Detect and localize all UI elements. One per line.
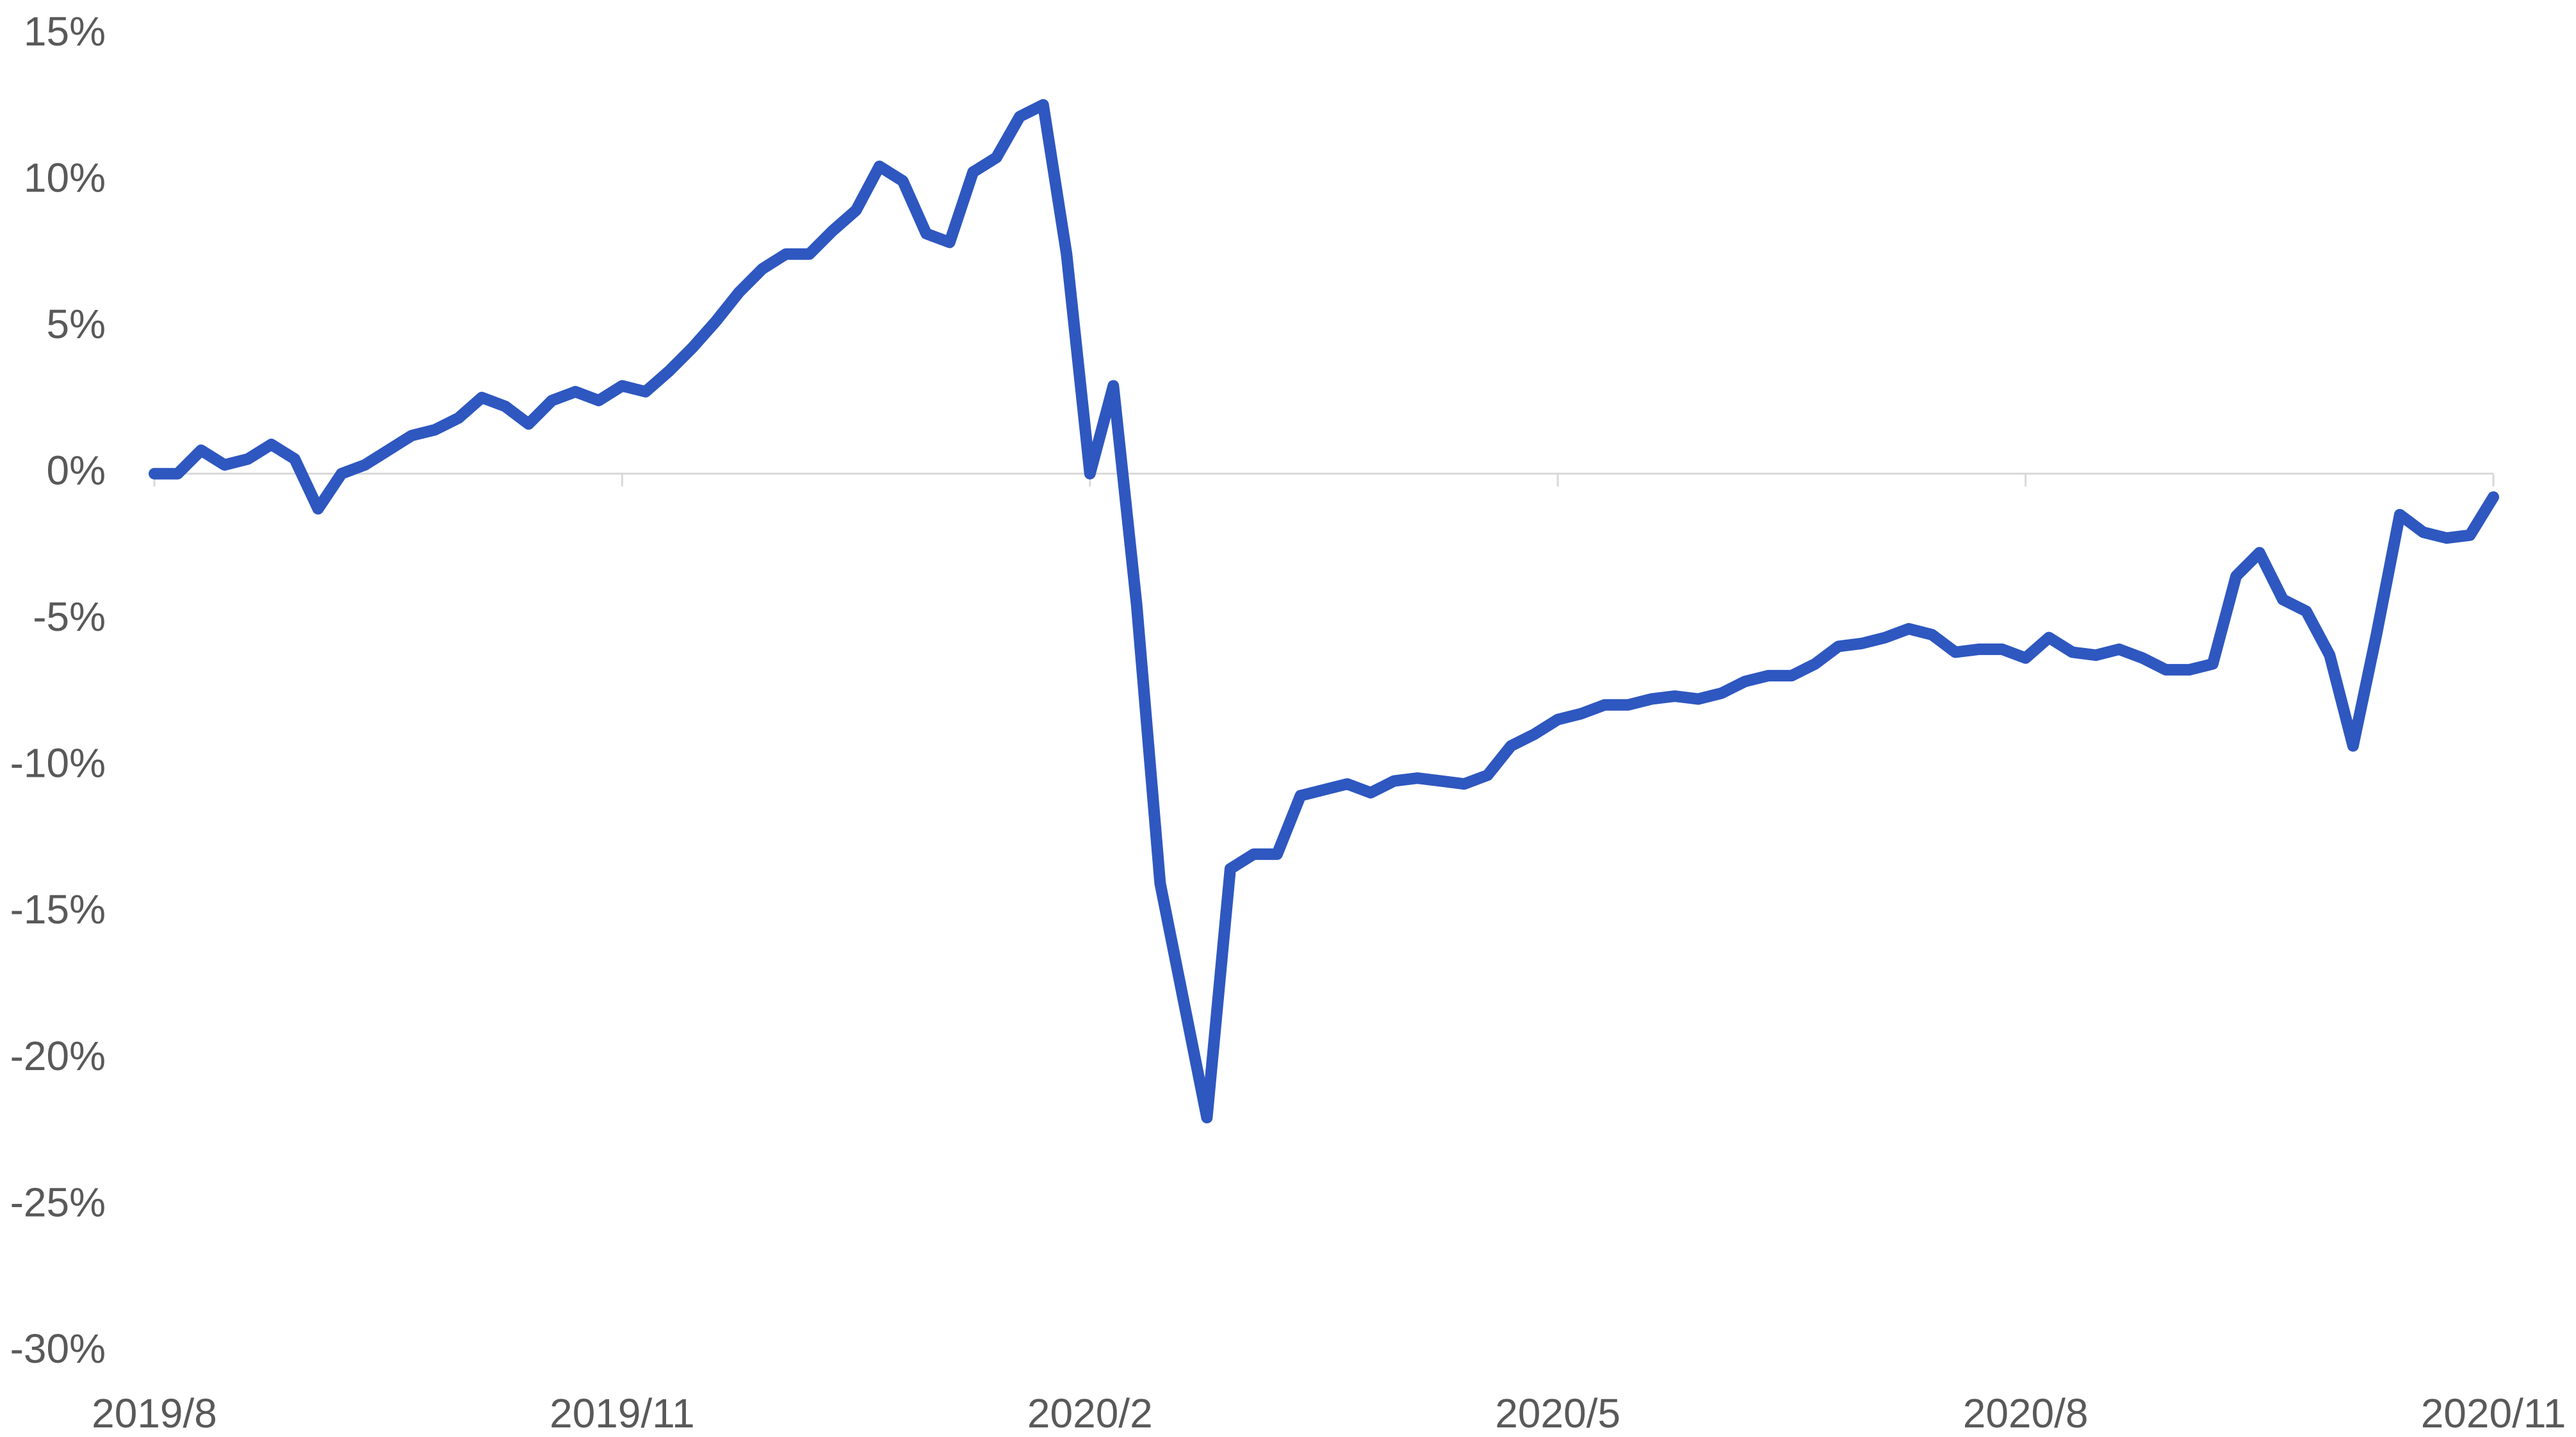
x-tick-label: 2020/5 bbox=[1495, 1390, 1620, 1436]
x-tick-label: 2020/2 bbox=[1027, 1390, 1153, 1436]
y-tick-label: -25% bbox=[10, 1179, 106, 1225]
x-tick-label: 2020/11 bbox=[2421, 1390, 2566, 1436]
x-tick-label: 2019/11 bbox=[550, 1390, 695, 1436]
y-tick-label: 15% bbox=[24, 8, 106, 54]
y-tick-label: 0% bbox=[47, 448, 106, 494]
x-tick-label: 2019/8 bbox=[92, 1390, 217, 1436]
y-tick-label: -5% bbox=[33, 594, 106, 640]
y-tick-label: 10% bbox=[24, 154, 106, 200]
y-tick-label: -20% bbox=[10, 1033, 106, 1079]
y-tick-label: 5% bbox=[47, 301, 106, 347]
y-tick-label: -15% bbox=[10, 886, 106, 932]
data-line bbox=[149, 99, 2499, 1124]
x-tick-label: 2020/8 bbox=[1963, 1390, 2089, 1436]
y-tick-label: -30% bbox=[10, 1326, 106, 1372]
y-tick-label: -10% bbox=[10, 740, 106, 786]
